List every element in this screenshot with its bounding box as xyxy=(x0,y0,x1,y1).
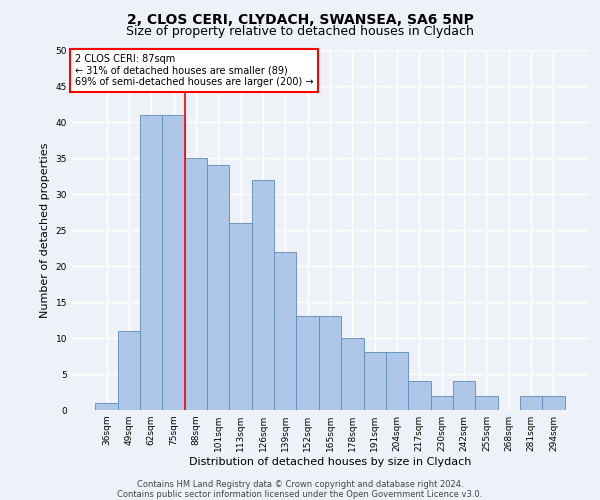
Y-axis label: Number of detached properties: Number of detached properties xyxy=(40,142,50,318)
Bar xyxy=(252,180,274,410)
Text: Contains public sector information licensed under the Open Government Licence v3: Contains public sector information licen… xyxy=(118,490,482,499)
Bar xyxy=(453,381,475,410)
Text: 2, CLOS CERI, CLYDACH, SWANSEA, SA6 5NP: 2, CLOS CERI, CLYDACH, SWANSEA, SA6 5NP xyxy=(127,12,473,26)
Bar xyxy=(229,223,252,410)
Bar xyxy=(207,165,229,410)
Bar xyxy=(95,403,118,410)
Bar xyxy=(163,115,185,410)
Bar xyxy=(386,352,408,410)
Bar xyxy=(140,115,163,410)
Bar xyxy=(319,316,341,410)
Bar xyxy=(520,396,542,410)
Bar xyxy=(118,331,140,410)
Bar xyxy=(364,352,386,410)
Bar xyxy=(341,338,364,410)
Bar xyxy=(296,316,319,410)
Text: 2 CLOS CERI: 87sqm
← 31% of detached houses are smaller (89)
69% of semi-detache: 2 CLOS CERI: 87sqm ← 31% of detached hou… xyxy=(74,54,313,87)
Bar xyxy=(185,158,207,410)
Text: Size of property relative to detached houses in Clydach: Size of property relative to detached ho… xyxy=(126,25,474,38)
Text: Contains HM Land Registry data © Crown copyright and database right 2024.: Contains HM Land Registry data © Crown c… xyxy=(137,480,463,489)
Bar xyxy=(542,396,565,410)
Bar xyxy=(408,381,431,410)
X-axis label: Distribution of detached houses by size in Clydach: Distribution of detached houses by size … xyxy=(189,457,471,467)
Bar xyxy=(431,396,453,410)
Bar xyxy=(274,252,296,410)
Bar xyxy=(475,396,497,410)
